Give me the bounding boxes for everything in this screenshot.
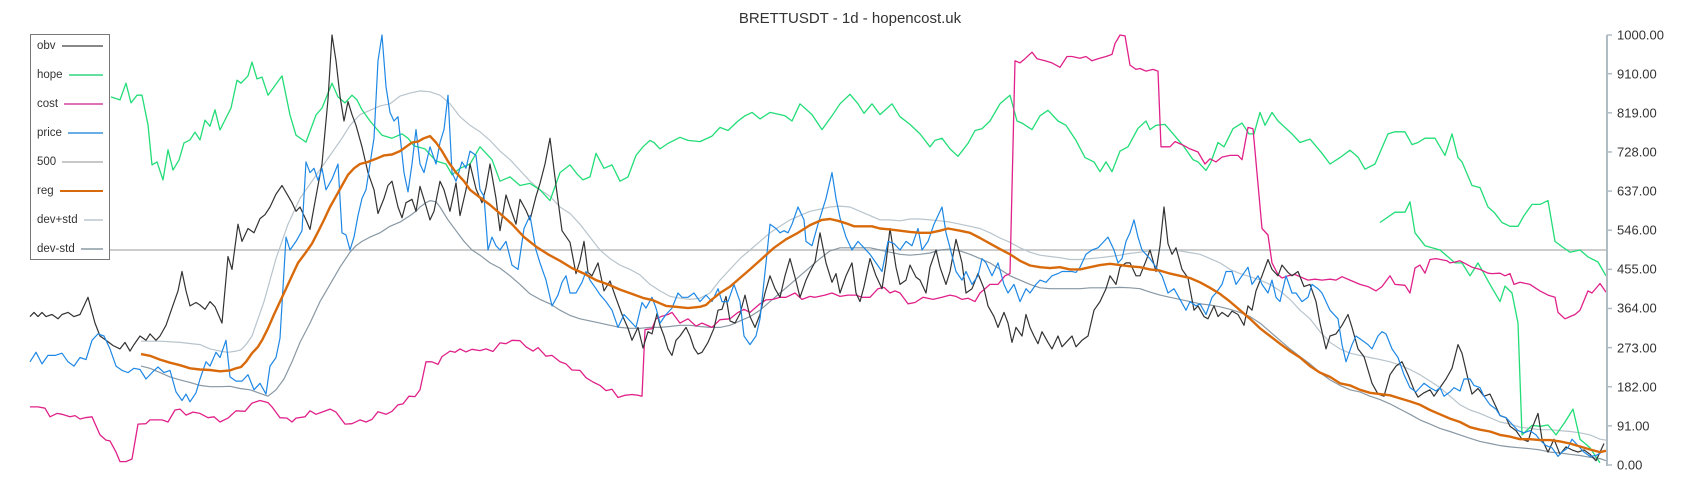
- legend-item-reg[interactable]: reg: [37, 183, 103, 199]
- legend-item-dev-minus-std[interactable]: dev-std: [37, 241, 103, 257]
- series-dev-std-line: [141, 90, 1607, 441]
- y-tick-label: 546.00: [1617, 222, 1657, 238]
- legend-label: 500: [37, 156, 57, 168]
- y-tick-label: 819.00: [1617, 105, 1657, 121]
- legend-line-swatch-icon: [64, 103, 103, 105]
- series-dev-std-line: [140, 200, 1607, 462]
- legend-item-500[interactable]: 500: [37, 154, 103, 170]
- legend-line-swatch-icon: [80, 248, 103, 250]
- legend-label: dev-std: [37, 243, 75, 255]
- y-tick-label: 273.00: [1617, 340, 1657, 356]
- y-tick-label: 910.00: [1617, 66, 1657, 82]
- legend-label: hope: [37, 69, 63, 81]
- series-obv-line: [29, 34, 1605, 462]
- series-reg-line: [140, 134, 1607, 454]
- legend-line-swatch-icon: [62, 161, 103, 163]
- y-tick-label: 91.00: [1617, 418, 1650, 434]
- legend-item-obv[interactable]: obv: [37, 38, 103, 54]
- y-tick-label: 1000.00: [1617, 27, 1664, 43]
- legend-line-swatch-icon: [68, 74, 103, 76]
- legend-label: obv: [37, 40, 56, 52]
- series-hope-tail-line: [1379, 201, 1601, 464]
- legend-item-hope[interactable]: hope: [37, 67, 103, 83]
- chart-title: BRETTUSDT - 1d - hopencost.uk: [738, 10, 962, 27]
- series-price-line: [29, 34, 1603, 457]
- series-hope-line: [110, 61, 1607, 277]
- y-axis: [1606, 34, 1612, 466]
- legend: obv hope cost price 500 reg dev+std dev-std: [30, 34, 110, 260]
- y-tick-label: 728.00: [1617, 144, 1657, 160]
- y-tick-label: 364.00: [1617, 300, 1657, 316]
- legend-label: price: [37, 127, 62, 139]
- legend-item-price[interactable]: price: [37, 125, 103, 141]
- legend-line-swatch-icon: [67, 132, 103, 134]
- y-tick-label: 455.00: [1617, 261, 1657, 277]
- series-layer: [29, 34, 1607, 464]
- y-tick-label: 182.00: [1617, 379, 1657, 395]
- legend-label: reg: [37, 185, 54, 197]
- legend-line-swatch-icon: [61, 45, 103, 47]
- legend-line-swatch-icon: [83, 219, 103, 221]
- y-tick-label: 0.00: [1617, 457, 1643, 473]
- legend-item-cost[interactable]: cost: [37, 96, 103, 112]
- legend-line-swatch-icon: [59, 189, 103, 193]
- y-tick-label: 637.00: [1617, 183, 1657, 199]
- series-cost-line: [30, 34, 1607, 463]
- legend-label: dev+std: [37, 214, 78, 226]
- legend-item-dev-plus-std[interactable]: dev+std: [37, 212, 103, 228]
- legend-label: cost: [37, 98, 59, 110]
